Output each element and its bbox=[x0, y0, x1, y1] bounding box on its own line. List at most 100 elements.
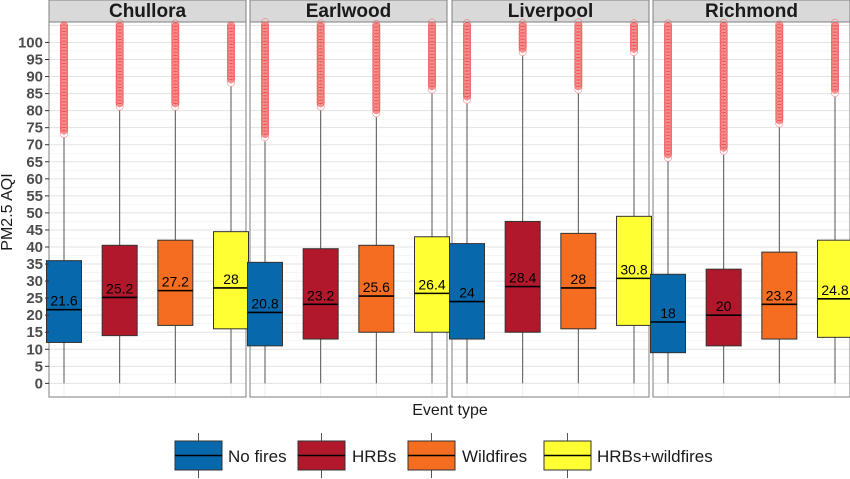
outlier-point bbox=[719, 38, 728, 47]
outlier-point bbox=[227, 50, 235, 58]
outlier-point bbox=[775, 55, 784, 64]
outlier-point bbox=[831, 25, 839, 33]
panel-richmond: Richmond 18 20 23.2 24.8 bbox=[650, 0, 850, 398]
outlier-point bbox=[115, 102, 124, 111]
outlier-point bbox=[372, 100, 381, 108]
outlier-point bbox=[775, 81, 784, 90]
legend-label: HRBs+wildfires bbox=[597, 447, 713, 466]
outlier-point bbox=[719, 79, 728, 88]
outlier-band bbox=[316, 22, 325, 107]
outlier-point bbox=[227, 43, 235, 52]
outlier-point bbox=[831, 85, 839, 94]
outlier-point bbox=[60, 56, 68, 65]
outlier-point bbox=[664, 144, 672, 153]
outlier-point bbox=[60, 21, 68, 29]
box-liverpool-no-fires: 24 bbox=[449, 19, 485, 384]
outlier-point bbox=[261, 130, 269, 138]
outliers bbox=[372, 20, 381, 118]
outlier-point bbox=[463, 92, 471, 101]
outlier-point bbox=[775, 78, 784, 86]
legend: No fires HRBs Wildfires HRBs+wildfires bbox=[174, 433, 713, 478]
outlier-point bbox=[60, 40, 68, 49]
outlier-point bbox=[775, 20, 784, 29]
outlier-point bbox=[775, 75, 784, 83]
outlier-point bbox=[664, 86, 672, 95]
outlier-point bbox=[463, 51, 471, 59]
outlier-point bbox=[372, 103, 381, 111]
outlier-point bbox=[664, 48, 672, 57]
outlier-point bbox=[261, 98, 269, 106]
outlier-point bbox=[664, 83, 672, 92]
outlier-point bbox=[171, 54, 180, 63]
outlier-point bbox=[316, 32, 325, 41]
outlier-point bbox=[719, 60, 728, 69]
outlier-point bbox=[60, 37, 68, 45]
outlier-point bbox=[372, 36, 381, 44]
median-label: 28.4 bbox=[509, 270, 536, 286]
outlier-point bbox=[316, 89, 325, 98]
outlier-point bbox=[574, 37, 583, 46]
outlier-point bbox=[227, 69, 235, 78]
outliers bbox=[227, 21, 235, 87]
outlier-point bbox=[171, 51, 180, 60]
outlier-point bbox=[463, 25, 471, 34]
outlier-point bbox=[171, 80, 180, 89]
outlier-point bbox=[60, 91, 68, 100]
outlier-point bbox=[630, 29, 638, 37]
outlier-point bbox=[518, 19, 527, 28]
box-body bbox=[650, 273, 686, 354]
outlier-point bbox=[664, 57, 672, 66]
outlier-point bbox=[664, 35, 672, 44]
median-label: 28 bbox=[223, 271, 239, 287]
legend-item-hrbs-wildfires: HRBs+wildfires bbox=[543, 433, 713, 478]
outlier-point bbox=[574, 69, 583, 78]
y-tick-label: 60 bbox=[26, 171, 43, 188]
outlier-point bbox=[115, 48, 124, 57]
y-tick-label: 75 bbox=[26, 120, 43, 137]
outlier-point bbox=[831, 41, 839, 49]
box-chullora-hrbs: 25.2 bbox=[101, 19, 138, 384]
outlier-point bbox=[428, 18, 436, 27]
outlier-point bbox=[171, 25, 180, 34]
outlier-point bbox=[261, 101, 269, 110]
outlier-point bbox=[664, 64, 672, 73]
outlier-point bbox=[372, 58, 381, 67]
outlier-point bbox=[261, 79, 269, 87]
outlier-point bbox=[831, 44, 839, 53]
outlier-point bbox=[664, 150, 672, 159]
outlier-point bbox=[664, 109, 672, 117]
outlier-point bbox=[261, 53, 269, 62]
outlier-point bbox=[574, 66, 583, 75]
outlier-point bbox=[261, 111, 269, 119]
y-tick-label: 25 bbox=[26, 290, 43, 307]
box-body bbox=[449, 243, 485, 340]
outlier-point bbox=[664, 51, 672, 60]
outlier-point bbox=[428, 72, 436, 81]
outlier-point bbox=[463, 35, 471, 43]
legend-label: HRBs bbox=[352, 447, 396, 466]
outlier-point bbox=[372, 90, 381, 99]
outlier-point bbox=[316, 67, 325, 76]
outlier-point bbox=[664, 22, 672, 31]
outlier-point bbox=[171, 64, 180, 73]
outlier-point bbox=[664, 102, 672, 111]
box-chullora-no-fires: 21.6 bbox=[46, 21, 82, 384]
median-label: 26.4 bbox=[418, 276, 445, 292]
outlier-point bbox=[227, 66, 235, 74]
outlier-point bbox=[775, 33, 784, 42]
outlier-point bbox=[115, 73, 124, 82]
outlier-point bbox=[261, 50, 269, 58]
strip-label-liverpool: Liverpool bbox=[508, 1, 594, 22]
outlier-point bbox=[719, 147, 728, 155]
outlier-point bbox=[719, 19, 728, 27]
outlier-point bbox=[719, 127, 728, 136]
outlier-point bbox=[316, 35, 325, 44]
outlier-point bbox=[518, 45, 527, 53]
outlier-point bbox=[831, 76, 839, 85]
outlier-point bbox=[664, 38, 672, 47]
outlier-point bbox=[428, 24, 436, 33]
outlier-point bbox=[60, 72, 68, 81]
outlier-point bbox=[775, 49, 784, 58]
outlier-point bbox=[115, 35, 124, 44]
outlier-point bbox=[115, 19, 124, 28]
